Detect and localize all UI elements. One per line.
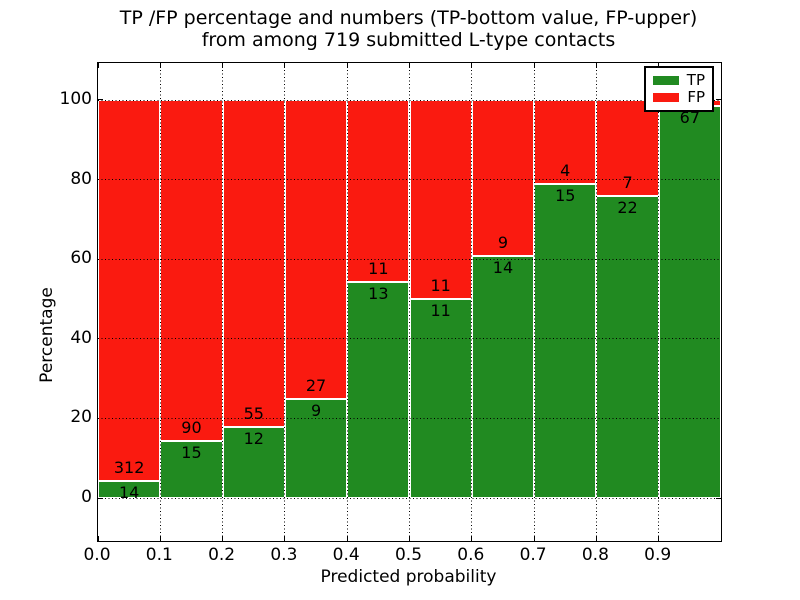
bar-segment-tp: [160, 441, 223, 498]
bar-segment-fp: [284, 100, 348, 399]
gridline-horizontal: [98, 99, 721, 101]
gridline-vertical: [533, 63, 535, 541]
bar-tp-count-label: 9: [310, 400, 322, 420]
y-tick-label: 0: [81, 487, 92, 507]
chart-title-line2: from among 719 submitted L-type contacts: [201, 29, 616, 51]
y-tick-label: 80: [70, 168, 92, 189]
bar-tp-count-label: 14: [492, 257, 514, 277]
gridline-vertical: [284, 63, 286, 541]
legend-item-tp: TP: [653, 73, 705, 88]
chart-title: TP /FP percentage and numbers (TP-bottom…: [97, 7, 720, 51]
x-tick-mark: [97, 536, 99, 541]
x-tick-label: 0.0: [83, 545, 111, 565]
bar-tp-count-label: 12: [243, 428, 264, 448]
bar-tp-count-label: 13: [368, 284, 389, 304]
x-tick-label: 0.9: [644, 545, 672, 565]
y-tick-label: 60: [70, 248, 92, 269]
gridline-horizontal: [98, 338, 721, 340]
bar-fp-count-label: 90: [181, 418, 202, 438]
bar-fp-count-label: 9: [497, 232, 509, 252]
legend-patch-fp-icon: [653, 93, 680, 102]
bar-segment-fp: [471, 100, 535, 256]
bar-fp-count-label: 55: [243, 403, 264, 423]
x-tick-label: 0.1: [145, 545, 173, 565]
gridline-vertical: [595, 63, 597, 541]
plot-area: 312 14 90 15 55 12 27 9 11 13 11 11 9 14 4 15 7 22 67: [97, 62, 722, 542]
bar-segment-tp: [347, 282, 410, 498]
gridline-vertical: [409, 63, 410, 541]
legend-label-fp: FP: [687, 88, 705, 106]
bar-segment-tp: [471, 255, 535, 498]
x-tick-mark-top: [97, 63, 99, 68]
bar-segment-tp: [596, 196, 659, 498]
gridline-vertical: [222, 63, 224, 541]
bar-fp-count-label: 7: [622, 173, 633, 193]
gridline-vertical: [159, 63, 161, 541]
y-tick-label: 100: [59, 89, 92, 109]
bar-tp-count-label: 15: [181, 443, 202, 463]
x-tick-label: 0.8: [581, 545, 609, 565]
bar-segment-fp: [347, 100, 410, 283]
gridline-horizontal: [98, 417, 721, 419]
y-tick-label: 20: [70, 407, 92, 428]
bar-segment-fp: [222, 100, 285, 427]
gridline-vertical: [658, 63, 660, 541]
legend-label-tp: TP: [686, 71, 705, 89]
gridline-vertical: [346, 63, 348, 541]
x-tick-label: 0.4: [332, 545, 360, 565]
chart-title-line1: TP /FP percentage and numbers (TP-bottom…: [119, 7, 698, 29]
x-axis-label: Predicted probability: [320, 567, 497, 587]
bar-segment-tp: [658, 105, 721, 498]
bar-fp-count-label: 312: [113, 457, 145, 477]
x-tick-label: 0.5: [394, 545, 423, 565]
bar-tp-count-label: 14: [118, 482, 140, 502]
x-tick-label: 0.6: [457, 545, 485, 565]
x-tick-label: 0.2: [208, 545, 236, 565]
bar-segment-tp: [534, 183, 597, 498]
bar-tp-count-label: 15: [555, 185, 576, 205]
gridline-horizontal: [98, 497, 721, 499]
x-tick-label: 0.7: [519, 545, 547, 565]
x-tick-label: 0.3: [270, 545, 298, 565]
y-tick-label: 40: [70, 327, 92, 348]
bar-segment-tp: [98, 480, 161, 498]
gridline-vertical: [471, 63, 473, 541]
bar-segment-fp: [409, 100, 472, 299]
bar-fp-count-label: 27: [305, 375, 327, 395]
bar-fp-count-label: 11: [430, 276, 451, 295]
bar-fp-count-label: 11: [368, 259, 389, 279]
bar-tp-count-label: 67: [679, 107, 701, 127]
legend-patch-tp-icon: [653, 76, 679, 85]
bar-segment-tp: [409, 299, 472, 498]
gridline-horizontal: [98, 179, 721, 181]
bar-tp-count-label: 11: [430, 301, 451, 320]
bar-fp-count-label: 4: [560, 160, 571, 180]
bar-segment-fp: [160, 100, 223, 442]
gridline-horizontal: [98, 258, 721, 260]
bar-segment-tp: [222, 426, 285, 498]
legend-item-fp: FP: [653, 90, 705, 105]
bar-tp-count-label: 22: [617, 198, 638, 218]
legend: TP FP: [644, 66, 714, 112]
bar-segment-fp: [98, 100, 161, 481]
bar-segment-tp: [284, 398, 348, 498]
